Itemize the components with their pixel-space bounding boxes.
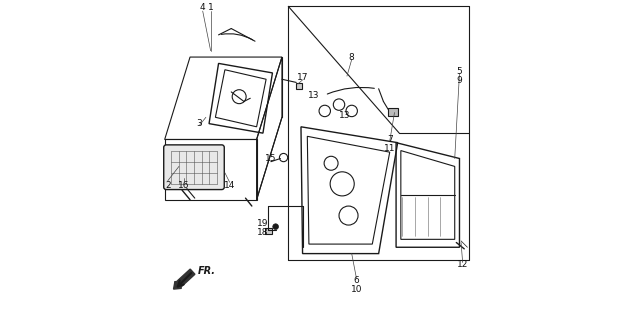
Text: 17: 17 <box>297 73 308 82</box>
Circle shape <box>273 224 278 230</box>
Text: 13: 13 <box>308 91 319 100</box>
Text: 2: 2 <box>165 181 171 190</box>
Text: 4: 4 <box>200 3 205 12</box>
FancyArrow shape <box>173 269 195 289</box>
Text: 18: 18 <box>257 228 268 236</box>
Text: 8: 8 <box>349 53 355 61</box>
Text: 12: 12 <box>457 260 468 269</box>
Text: 15: 15 <box>265 154 276 163</box>
Text: 6: 6 <box>353 276 359 285</box>
Text: 10: 10 <box>351 285 362 294</box>
Text: 5: 5 <box>456 67 462 76</box>
Text: 14: 14 <box>224 181 236 190</box>
Text: 16: 16 <box>178 181 189 190</box>
Text: 3: 3 <box>196 119 202 128</box>
Bar <box>296 83 302 89</box>
Text: 13: 13 <box>339 111 351 120</box>
Text: 1: 1 <box>208 3 214 12</box>
Text: 19: 19 <box>257 219 268 228</box>
Text: 7: 7 <box>387 135 392 144</box>
FancyBboxPatch shape <box>164 145 224 190</box>
Text: 11: 11 <box>384 144 396 152</box>
Text: FR.: FR. <box>198 266 216 276</box>
Text: 9: 9 <box>456 76 462 85</box>
Bar <box>388 108 397 116</box>
Bar <box>264 228 273 234</box>
